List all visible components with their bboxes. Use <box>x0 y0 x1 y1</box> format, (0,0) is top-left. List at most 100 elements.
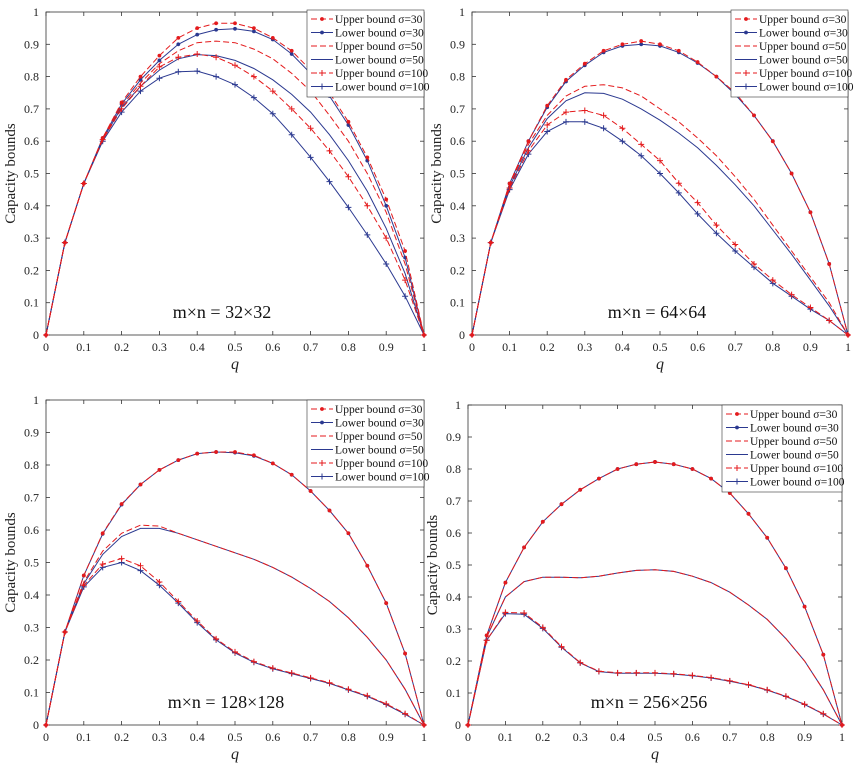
data-point <box>156 75 163 82</box>
grid-size-annotation: m×n = 64×64 <box>608 302 706 322</box>
data-point <box>288 105 295 112</box>
y-tick-label: 0.4 <box>450 199 465 213</box>
series-line <box>471 84 849 336</box>
data-point <box>232 81 238 88</box>
x-tick-label: 0.2 <box>114 730 129 744</box>
data-point <box>99 136 106 143</box>
legend-swatch-marker <box>320 420 324 425</box>
data-point <box>250 73 257 80</box>
legend-entry-label: Lower bound σ=30 <box>750 423 839 435</box>
series-3 <box>467 569 843 726</box>
data-point <box>118 105 125 112</box>
x-tick-label: 0.3 <box>573 730 588 744</box>
x-tick-label: 0.5 <box>648 730 663 744</box>
legend-entry-label: Upper bound σ=100 <box>759 68 852 80</box>
grid-size-annotation: m×n = 32×32 <box>173 302 271 322</box>
data-point <box>563 118 569 125</box>
legend-entry-label: Lower bound σ=30 <box>335 418 424 430</box>
data-point <box>469 332 475 338</box>
legend-swatch-marker <box>319 83 325 90</box>
data-point <box>138 482 143 487</box>
data-point <box>365 155 370 160</box>
x-tick-label: 0.6 <box>685 730 700 744</box>
y-tick-label: 0.5 <box>24 167 39 181</box>
data-point <box>694 210 701 217</box>
x-tick-label: 0.8 <box>765 340 780 354</box>
data-point <box>620 42 625 47</box>
y-tick-label: 0.2 <box>24 263 39 277</box>
data-point <box>765 535 770 540</box>
x-tick-label: 0 <box>465 730 471 744</box>
data-point <box>558 643 565 650</box>
x-tick-label: 0 <box>43 340 49 354</box>
data-point <box>232 62 238 69</box>
series-5 <box>465 609 845 728</box>
y-tick-label: 0.8 <box>450 70 465 84</box>
data-point <box>250 94 257 101</box>
series-line <box>45 558 425 726</box>
y-tick-label: 0.3 <box>24 231 39 245</box>
data-point <box>326 679 333 686</box>
data-point <box>43 722 49 728</box>
legend-swatch-marker <box>735 412 739 416</box>
data-point <box>634 462 639 467</box>
y-tick-label: 0 <box>455 718 461 732</box>
y-tick-label: 0.9 <box>450 37 465 51</box>
data-point <box>503 580 508 585</box>
data-point <box>176 42 181 47</box>
y-tick-label: 0.1 <box>24 686 39 700</box>
data-point <box>119 100 124 105</box>
data-point <box>308 489 313 493</box>
data-point <box>137 562 144 569</box>
y-tick-label: 0.6 <box>24 134 39 148</box>
data-point <box>43 332 49 338</box>
legend-swatch-marker <box>319 473 325 480</box>
data-point <box>289 472 294 477</box>
data-point <box>788 291 795 298</box>
series-3 <box>471 84 849 336</box>
x-tick-label: 1 <box>421 730 427 744</box>
data-point <box>327 508 332 513</box>
data-point <box>288 131 295 138</box>
y-tick-label: 0.5 <box>450 167 465 181</box>
legend-entry-label: Upper bound σ=100 <box>335 458 428 470</box>
data-point <box>288 670 295 676</box>
series-5 <box>43 50 427 338</box>
data-point <box>639 39 644 43</box>
y-tick-label: 0.9 <box>24 426 39 440</box>
data-point <box>689 672 696 679</box>
series-line <box>467 569 843 726</box>
y-tick-label: 0.8 <box>24 458 39 472</box>
data-point <box>694 199 701 206</box>
chart-panel-2: 0 0.1 0.2 0.3 0.4 0.5 0.6 0.7 0.8 0.9 1 0 0.1 0.2 0.3 0… <box>429 5 854 373</box>
data-point <box>214 27 219 32</box>
data-point <box>577 659 584 666</box>
data-point <box>821 652 826 657</box>
legend-entry-label: Lower bound σ=30 <box>759 28 848 40</box>
data-point <box>213 635 220 642</box>
x-tick-label: 0.7 <box>722 730 737 744</box>
data-point <box>544 122 551 129</box>
legend-entry-label: Upper bound σ=50 <box>750 436 838 448</box>
y-axis-label: Capacity bounds <box>3 512 19 613</box>
data-point <box>708 674 715 681</box>
data-point <box>751 260 757 267</box>
data-point <box>175 598 182 605</box>
data-point <box>176 35 181 40</box>
series-5 <box>43 555 427 728</box>
y-axis-label: Capacity bounds <box>429 123 445 224</box>
data-point <box>764 686 771 693</box>
x-tick-label: 0.9 <box>797 730 812 744</box>
x-tick-label: 0.1 <box>502 340 517 354</box>
x-tick-label: 0.4 <box>190 340 205 354</box>
data-point <box>402 277 409 284</box>
legend-box <box>721 404 843 493</box>
data-point <box>402 710 409 717</box>
x-tick-label: 0.6 <box>690 340 705 354</box>
data-point <box>252 29 256 34</box>
legend-entry-label: Lower bound σ=50 <box>759 55 848 67</box>
x-axis-label: q <box>656 356 664 373</box>
data-point <box>675 189 682 196</box>
data-point <box>194 68 201 75</box>
